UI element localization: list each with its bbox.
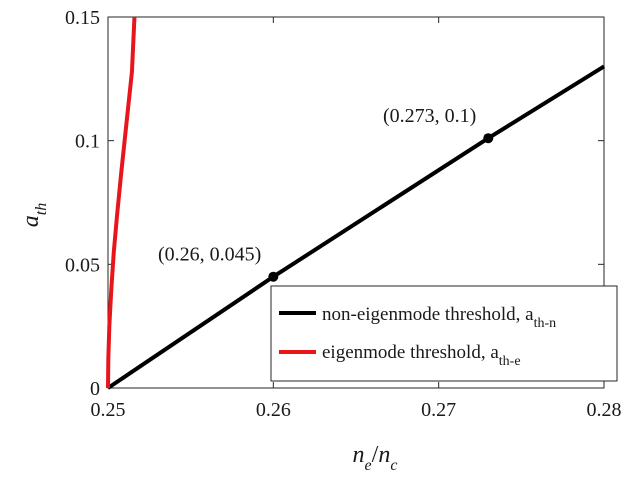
series-line-eigenmode <box>108 17 134 388</box>
data-point-annotation: (0.273, 0.1) <box>383 105 476 127</box>
data-point-marker <box>483 133 493 143</box>
x-tick-label: 0.28 <box>587 399 622 421</box>
x-tick-label: 0.25 <box>91 399 126 421</box>
y-tick-label: 0.1 <box>75 131 100 153</box>
x-tick-label: 0.27 <box>421 399 456 421</box>
y-tick-label: 0.05 <box>65 254 100 276</box>
y-tick-label: 0 <box>90 378 100 400</box>
legend: non-eigenmode threshold, ath-n eigenmode… <box>271 286 617 381</box>
x-axis-label: ne/nc <box>353 442 398 474</box>
x-tick-label: 0.26 <box>256 399 291 421</box>
marker-layer: (0.26, 0.045) (0.273, 0.1) <box>158 105 493 282</box>
y-axis-label: ath <box>18 203 50 227</box>
data-point-annotation: (0.26, 0.045) <box>158 244 261 266</box>
data-point-marker <box>268 272 278 282</box>
y-tick-label: 0.15 <box>65 7 100 29</box>
legend-box <box>271 286 617 381</box>
